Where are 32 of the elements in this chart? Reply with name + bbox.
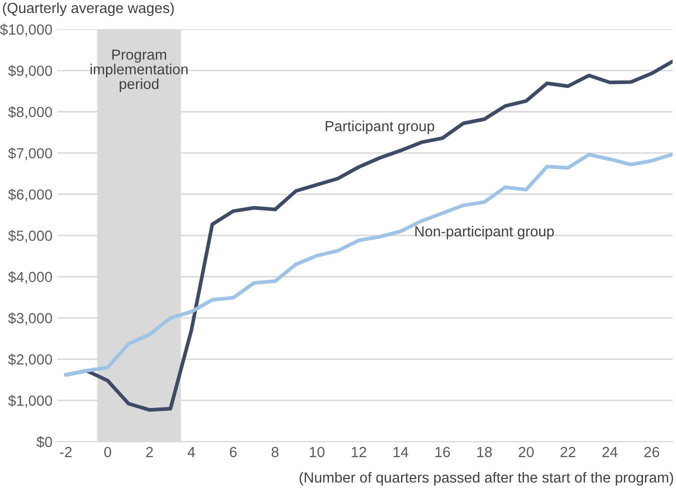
x-tick-label: 16: [435, 446, 450, 458]
x-tick-label: 12: [352, 446, 366, 458]
x-tick-label: 2: [146, 446, 153, 458]
y-tick-label: $0: [36, 436, 52, 448]
x-axis-title: (Number of quarters passed after the start of the program): [300, 472, 674, 486]
series-label: Non-participant group: [415, 226, 554, 240]
line-series: [64, 152, 673, 377]
y-tick-label: $2,000: [8, 354, 52, 366]
x-tick-label: 24: [602, 446, 618, 458]
x-tick-label: 6: [230, 446, 237, 458]
y-tick-label: $4,000: [8, 271, 52, 284]
x-tick-label: 4: [188, 447, 195, 458]
x-tick-label: 20: [518, 446, 534, 458]
y-tick-label: $10,000: [0, 24, 52, 36]
x-tick-label: 18: [477, 446, 492, 458]
y-tick-label: $7,000: [8, 147, 52, 160]
y-tick-label: $3,000: [8, 312, 52, 326]
band-label: Program implementation period: [90, 50, 188, 92]
y-tick-label: $9,000: [8, 65, 52, 78]
y-tick-label: $5,000: [8, 230, 52, 243]
y-tick-label: $8,000: [8, 106, 52, 119]
y-tick-label: $1,000: [8, 394, 52, 408]
x-tick-label: 10: [310, 446, 324, 458]
x-tick-label: -2: [60, 446, 72, 458]
series-label: Participant group: [326, 120, 434, 134]
y-axis-title: (Quarterly average wages): [2, 2, 174, 16]
x-tick-label: 26: [644, 446, 660, 458]
x-tick-label: 22: [560, 446, 576, 458]
y-tick-label: $6,000: [8, 188, 52, 202]
x-tick-label: 8: [272, 446, 278, 458]
x-tick-label: 0: [104, 446, 112, 458]
x-tick-label: 14: [394, 447, 408, 458]
